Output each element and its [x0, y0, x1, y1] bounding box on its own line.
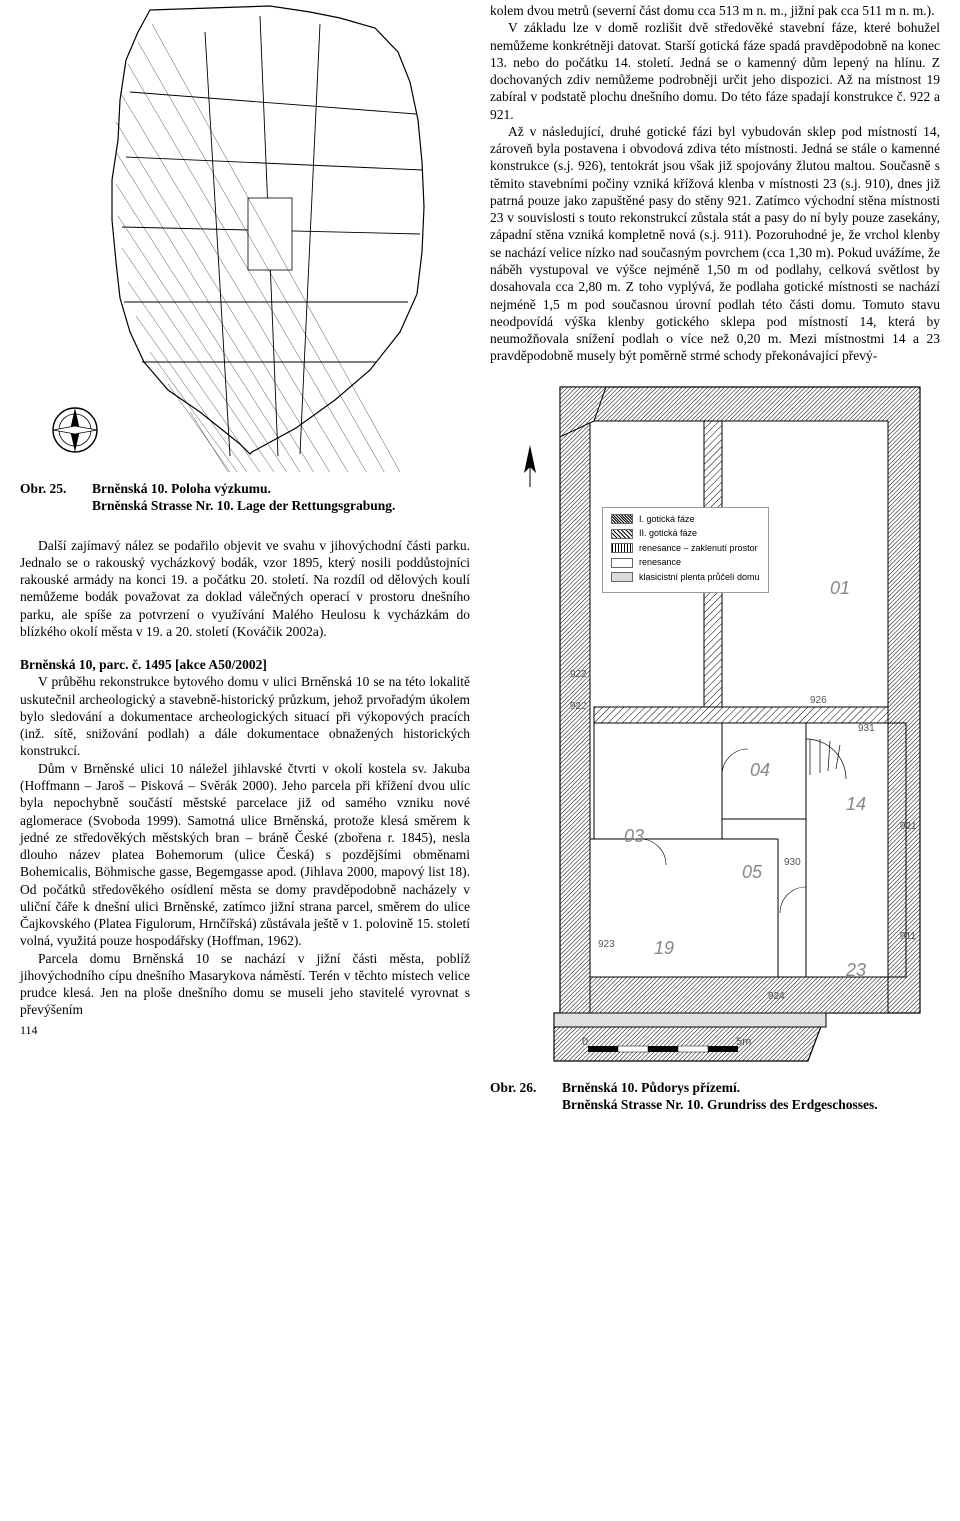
figure-26-floorplan: I. gotická fáze II. gotická fáze renesan… [490, 367, 940, 1067]
legend-l2: II. gotická fáze [639, 528, 697, 540]
caption-25-label: Obr. 25. [20, 480, 92, 497]
legend-l4: renesance [639, 557, 681, 569]
left-para-3: Dům v Brněnské ulici 10 náležel jihlavsk… [20, 760, 470, 950]
page-number: 114 [20, 1023, 470, 1038]
caption-26-line1: Brněnská 10. Půdorys přízemí. [562, 1079, 740, 1096]
caption-25-line1: Brněnská 10. Poloha výzkumu. [92, 480, 271, 497]
floorplan-svg [490, 367, 940, 1067]
caption-26-line2: Brněnská Strasse Nr. 10. Grundriss des E… [562, 1096, 878, 1113]
left-para-1: Další zajímavý nález se podařilo objevit… [20, 537, 470, 641]
subheading-brnenska: Brněnská 10, parc. č. 1495 [akce A50/200… [20, 656, 470, 673]
caption-26-label: Obr. 26. [490, 1079, 562, 1096]
left-para-4: Parcela domu Brněnská 10 se nachází v ji… [20, 950, 470, 1019]
room-01: 01 [830, 577, 850, 600]
room-14: 14 [846, 793, 866, 816]
room-05: 05 [742, 861, 762, 884]
num-922b: 922 [570, 701, 587, 714]
num-926: 926 [810, 695, 827, 708]
room-03: 03 [624, 825, 644, 848]
floorplan-legend: I. gotická fáze II. gotická fáze renesan… [602, 507, 769, 594]
legend-l5: klasicistní plenta průčelí domu [639, 572, 760, 584]
city-parcel-map [20, 2, 470, 472]
num-922a: 922 [570, 669, 587, 682]
legend-l3: renesance – zaklenutí prostor [639, 543, 758, 555]
scale-5m: 5m [736, 1035, 751, 1049]
right-para-2: V základu lze v domě rozlišit dvě středo… [490, 19, 940, 123]
num-921: 921 [900, 821, 917, 834]
num-911: 911 [900, 931, 916, 944]
right-para-1: kolem dvou metrů (severní část domu cca … [490, 2, 940, 19]
room-19: 19 [654, 937, 674, 960]
figure-25-map: Obr. 25. Brněnská 10. Poloha výzkumu. Br… [20, 2, 470, 515]
right-para-3: Až v následující, druhé gotické fázi byl… [490, 123, 940, 365]
left-para-2: V průběhu rekonstrukce bytového domu v u… [20, 673, 470, 759]
caption-25-line2: Brněnská Strasse Nr. 10. Lage der Rettun… [92, 497, 395, 514]
num-931: 931 [858, 723, 875, 736]
figure-26-caption: Obr. 26. Brněnská 10. Půdorys přízemí. B… [490, 1079, 940, 1114]
num-923: 923 [598, 939, 615, 952]
figure-25-caption: Obr. 25. Brněnská 10. Poloha výzkumu. Br… [20, 480, 470, 515]
num-930: 930 [784, 857, 801, 870]
room-23: 23 [846, 959, 866, 982]
scale-0: 0 [582, 1035, 588, 1049]
legend-l1: I. gotická fáze [639, 514, 695, 526]
num-924: 924 [768, 991, 785, 1004]
room-04: 04 [750, 759, 770, 782]
